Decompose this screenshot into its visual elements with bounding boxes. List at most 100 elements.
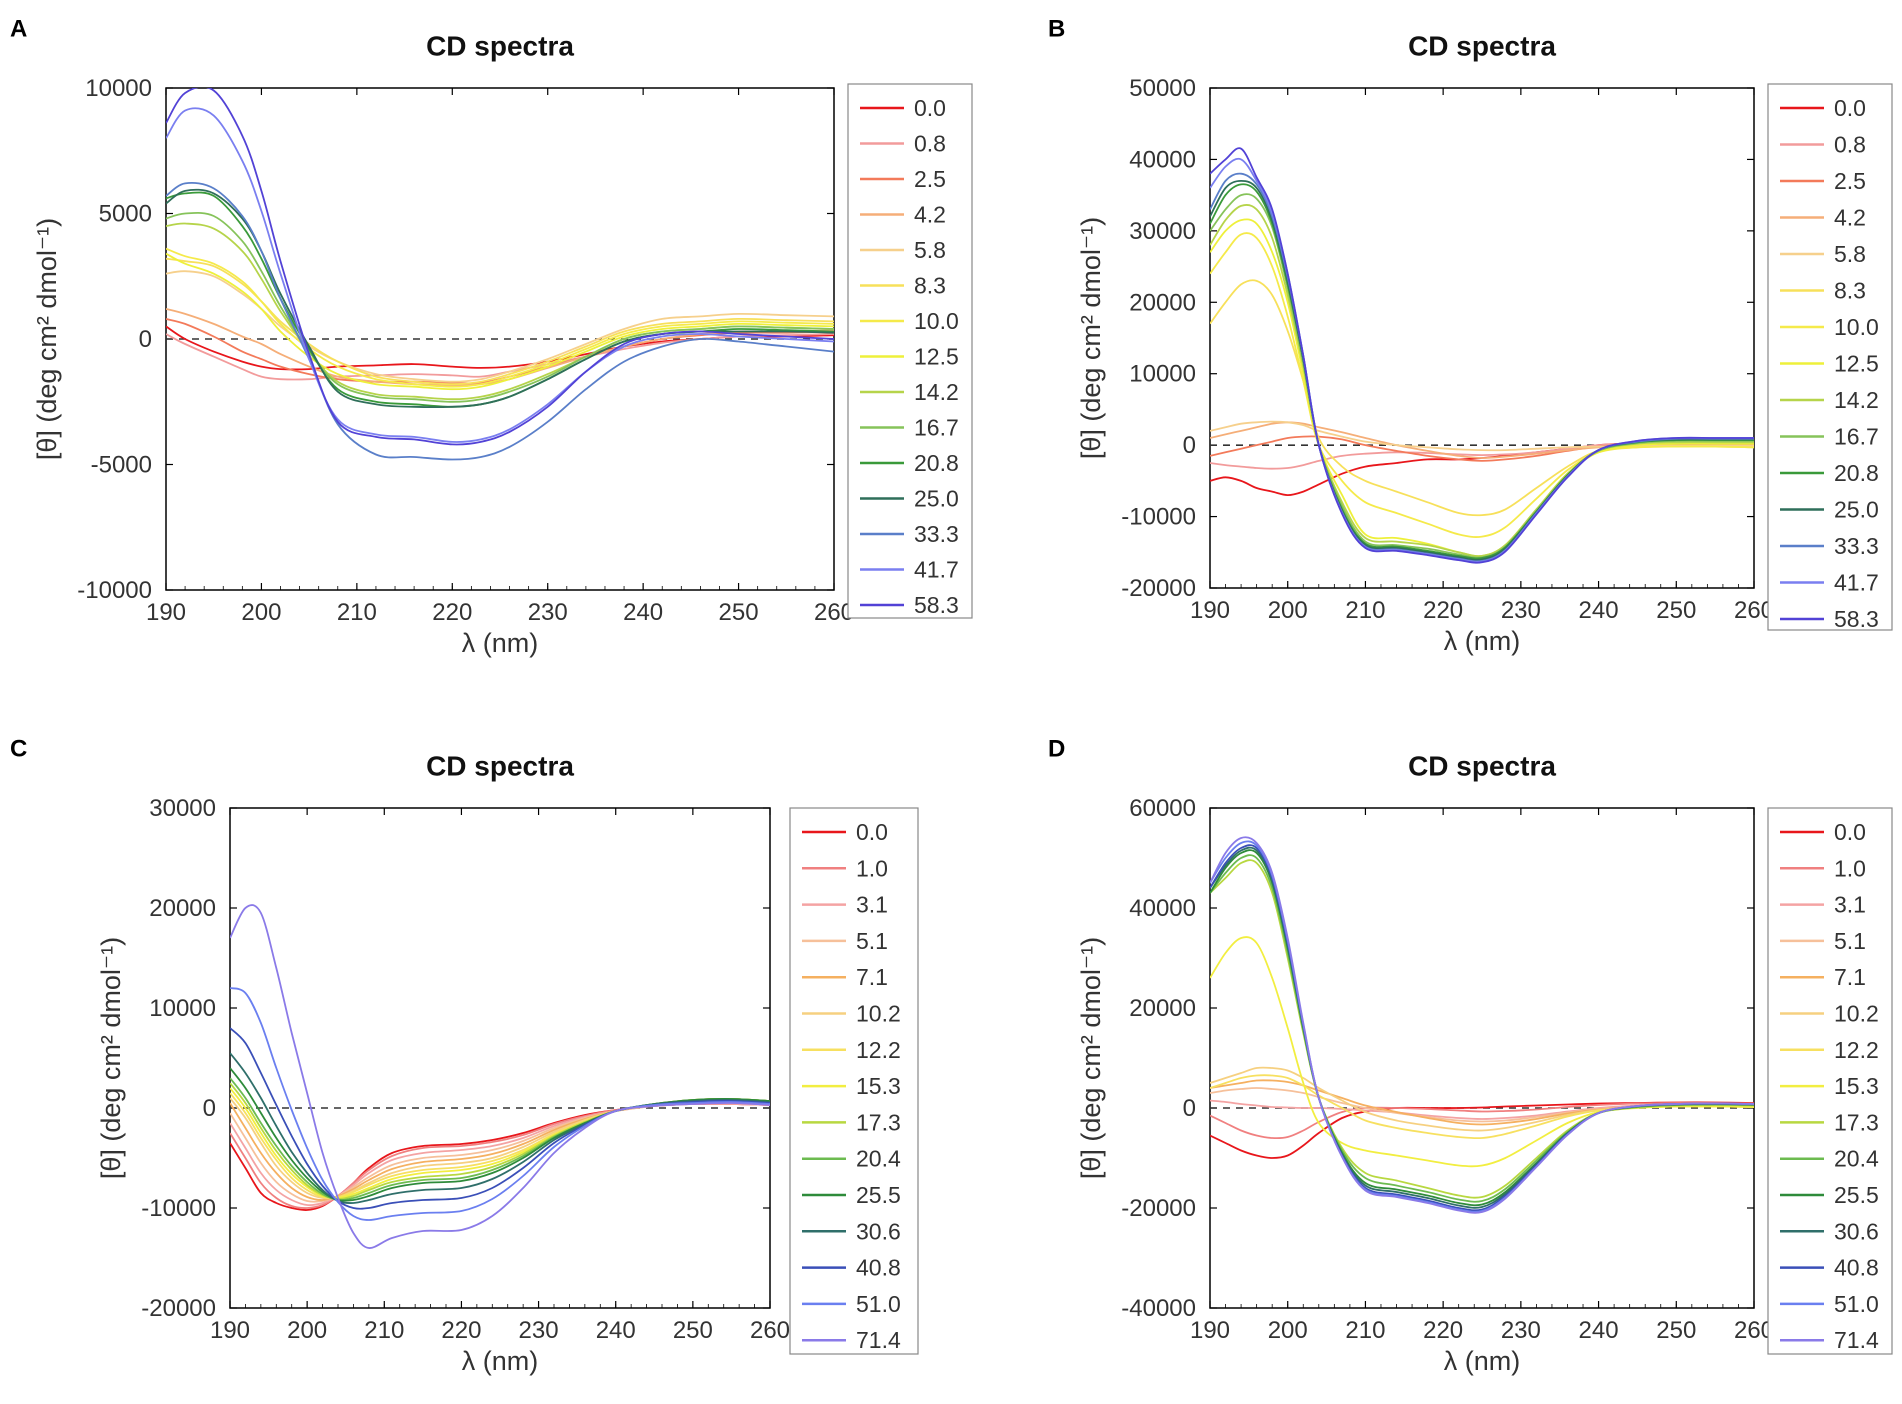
x-tick-label: 250 (673, 1317, 713, 1344)
y-tick-label: -20000 (1121, 1195, 1196, 1222)
legend-label: 14.2 (1834, 387, 1879, 413)
x-axis-label: λ (nm) (462, 1346, 539, 1376)
series-line-25-0 (1210, 180, 1754, 561)
x-axis-label: λ (nm) (1444, 626, 1521, 656)
y-tick-label: -20000 (141, 1295, 216, 1322)
legend-label: 20.8 (1834, 460, 1879, 486)
legend-label: 0.0 (1834, 819, 1866, 845)
series-line-12-5 (1210, 218, 1754, 558)
legend-label: 20.4 (856, 1146, 901, 1172)
x-tick-label: 230 (528, 599, 568, 626)
y-tick-label: 0 (1183, 1095, 1196, 1122)
series-line-17-3 (1210, 859, 1754, 1199)
legend-label: 5.8 (914, 237, 946, 263)
y-tick-label: -40000 (1121, 1295, 1196, 1322)
legend-label: 20.8 (914, 450, 959, 476)
legend-label: 5.8 (1834, 241, 1866, 267)
series-line-1-0 (1210, 1102, 1754, 1140)
x-tick-label: 230 (1501, 1317, 1541, 1344)
legend-box (1767, 83, 1893, 631)
legend-label: 7.1 (856, 964, 888, 990)
legend-label: 0.8 (914, 131, 946, 157)
legend-label: 3.1 (1834, 892, 1866, 918)
x-tick-label: 210 (1345, 597, 1385, 624)
x-tick-label: 220 (441, 1317, 481, 1344)
series-line-10-0 (166, 247, 834, 388)
legend-label: 25.5 (856, 1182, 901, 1208)
x-tick-label: 200 (287, 1317, 327, 1344)
legend-label: 41.7 (914, 557, 959, 583)
series-line-71-4 (1210, 836, 1754, 1214)
x-tick-label: 260 (814, 599, 854, 626)
y-tick-label: 0 (203, 1095, 216, 1122)
series-line-58-3 (166, 88, 834, 446)
x-tick-label: 190 (1190, 1317, 1230, 1344)
series-line-58-3 (1210, 147, 1754, 564)
x-tick-label: 220 (1423, 597, 1463, 624)
legend-label: 25.5 (1834, 1182, 1879, 1208)
chart-title: CD spectra (426, 30, 574, 61)
legend-label: 16.7 (1834, 424, 1879, 450)
chart-panel-b: B CD spectra 190 200 210 220 230 240 250 260 -2000… (1048, 15, 1893, 656)
y-tick-label: 20000 (1129, 995, 1196, 1022)
series-line-10-0 (1210, 232, 1754, 538)
legend-label: 0.8 (1834, 132, 1866, 158)
x-tick-label: 260 (1734, 1317, 1774, 1344)
legend: 0.0 0.8 2.5 4.2 5.8 8.3 10.0 12.5 14.2 16.7 20.8 25… (1767, 83, 1893, 632)
x-tick-label: 210 (364, 1317, 404, 1344)
x-tick-label: 200 (1268, 597, 1308, 624)
x-tick-label: 260 (1734, 597, 1774, 624)
series-group (166, 88, 834, 461)
x-tick-label: 250 (719, 599, 759, 626)
legend-label: 1.0 (856, 855, 888, 881)
y-tick-label: -10000 (141, 1195, 216, 1222)
series-line-5-8 (166, 270, 834, 383)
y-axis-label: [θ] (deg cm² dmol⁻¹) (32, 218, 62, 460)
series-line-20-8 (1210, 183, 1754, 560)
y-tick-label: 30000 (149, 795, 216, 822)
legend-label: 20.4 (1834, 1146, 1879, 1172)
y-tick-label: 10000 (149, 995, 216, 1022)
legend-label: 41.7 (1834, 570, 1879, 596)
legend-label: 14.2 (914, 379, 959, 405)
legend: 0.0 1.0 3.1 5.1 7.1 10.2 12.2 15.3 17.3 20.4 25.5 3… (1767, 807, 1893, 1355)
legend-label: 10.0 (914, 308, 959, 334)
legend-label: 8.3 (1834, 278, 1866, 304)
legend-label: 4.2 (1834, 205, 1866, 231)
x-tick-label: 230 (519, 1317, 559, 1344)
legend-label: 0.0 (914, 95, 946, 121)
y-tick-label: 5000 (99, 201, 152, 228)
x-tick-label: 240 (596, 1317, 636, 1344)
chart-panel-d: D CD spectra 190 200 210 220 230 240 250 260 -4000… (1048, 735, 1893, 1376)
panel-letter: A (10, 15, 27, 42)
legend-label: 16.7 (914, 415, 959, 441)
series-group (230, 904, 770, 1249)
legend-label: 58.3 (1834, 606, 1879, 632)
legend-label: 40.8 (1834, 1255, 1879, 1281)
legend-label: 25.0 (914, 486, 959, 512)
x-tick-label: 240 (1579, 597, 1619, 624)
legend-label: 2.5 (1834, 168, 1866, 194)
series-line-41-7 (1210, 157, 1754, 563)
plot-frame (229, 807, 771, 1309)
legend-label: 12.2 (856, 1037, 901, 1063)
legend-label: 15.3 (1834, 1073, 1879, 1099)
legend-label: 8.3 (914, 273, 946, 299)
x-axis-label: λ (nm) (462, 628, 539, 658)
y-tick-label: -10000 (1121, 504, 1196, 531)
legend-label: 7.1 (1834, 964, 1866, 990)
y-axis-label: [θ] (deg cm² dmol⁻¹) (96, 937, 126, 1179)
series-line-14-2 (1210, 203, 1754, 558)
series-line-2-5 (166, 318, 834, 385)
chart-title: CD spectra (1408, 30, 1556, 61)
legend-label: 58.3 (914, 592, 959, 618)
plot-frame (165, 87, 835, 591)
x-tick-label: 240 (623, 599, 663, 626)
series-line-16-7 (166, 211, 834, 403)
y-tick-label: -5000 (91, 452, 152, 479)
y-tick-label: -20000 (1121, 575, 1196, 602)
legend-box (789, 807, 919, 1355)
legend-label: 4.2 (914, 202, 946, 228)
panel-letter: B (1048, 15, 1065, 42)
legend-label: 3.1 (856, 892, 888, 918)
